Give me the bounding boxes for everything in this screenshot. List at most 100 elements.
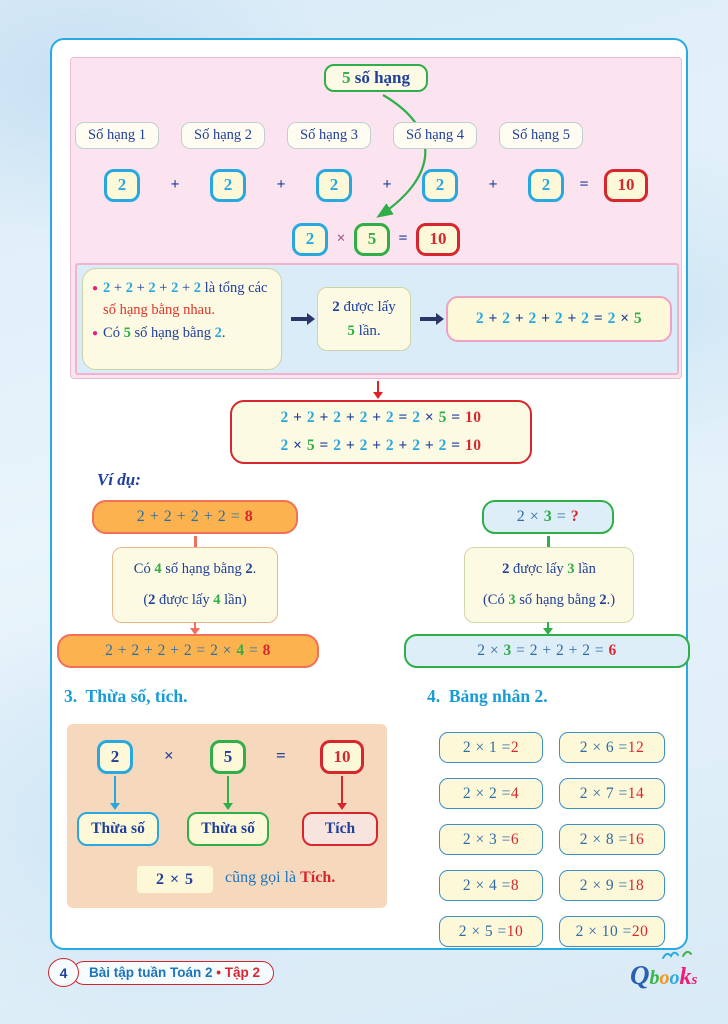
bullet-icon: ●: [92, 327, 99, 339]
product-box: 10: [320, 740, 364, 774]
connector-line: [547, 536, 550, 547]
table-row: 2 × 9 = 18: [559, 870, 665, 901]
down-arrow-icon: [109, 776, 121, 810]
addition-row: 2 + 2 + 2 + 2 + 2 = 10: [71, 167, 681, 203]
table-row: 2 × 4 = 8: [439, 870, 543, 901]
explanation-bullets-box: ● 2 + 2 + 2 + 2 + 2 là tổng các số hạng …: [82, 268, 282, 370]
result-text: 6: [510, 830, 520, 848]
addend-count-text: số hạng: [350, 68, 411, 87]
equation-text: 2 × 5 =: [458, 922, 507, 940]
product-result-box: 10: [416, 222, 460, 256]
example-left-note-box: Có 4 số hạng bằng 2. (2 được lấy 4 lần): [112, 547, 278, 623]
bullet-icon: ●: [92, 283, 99, 294]
taken-times-box: 2 được lấy 5 lần.: [317, 287, 411, 351]
product-label: Tích: [302, 812, 378, 846]
equals-sign: =: [398, 230, 408, 247]
multiplication-table: 2 × 1 = 2 2 × 2 = 4 2 × 3 = 6 2 × 4 = 8 …: [439, 732, 665, 947]
logo-letter: k: [679, 964, 692, 990]
table-row: 2 × 2 = 4: [439, 778, 543, 809]
times-sign: ×: [164, 746, 174, 765]
connector-line: [194, 536, 197, 547]
note-line-2: (Có 3 số hạng bằng 2.): [482, 591, 616, 608]
summary-equations-box: 2 + 2 + 2 + 2 + 2 = 2 × 5 = 10 2 × 5 = 2…: [230, 400, 532, 464]
table-row: 2 × 6 = 12: [559, 732, 665, 763]
equals-sign: =: [579, 176, 589, 193]
note-line-1: Có 4 số hạng bằng 2.: [133, 561, 257, 578]
equation-text: 2 × 6 =: [579, 738, 628, 756]
addend-box: 2: [422, 168, 458, 202]
bullet-text: 2 + 2 + 2 + 2 + 2 là tổng các số hạng bằ…: [103, 280, 272, 319]
result-text: 4: [510, 784, 520, 802]
plus-sign: +: [382, 176, 392, 193]
addend-box: 2: [316, 168, 352, 202]
plus-sign: +: [276, 176, 286, 193]
equation-text: 2 × 10 =: [575, 922, 632, 940]
result-text: 16: [627, 830, 645, 848]
logo-letter: o: [659, 967, 670, 989]
publisher-logo: Qbooks: [630, 948, 715, 1006]
page-panel: 5 số hạng Số hạng 1 Số hạng 2 Số hạng 3 …: [50, 38, 690, 950]
equation-text: 2 × 7 =: [579, 784, 628, 802]
addend-box: 2: [104, 168, 140, 202]
note-line-2: (2 được lấy 4 lần): [143, 591, 247, 608]
equals-sign: =: [276, 746, 286, 765]
addend-count-number: 5: [341, 68, 351, 87]
taken-times-line1: 2 được lấy: [332, 299, 396, 315]
equation-text: 2 × 1 =: [462, 738, 511, 756]
right-arrow-icon: [291, 313, 315, 325]
factor-label: Thừa số: [187, 812, 269, 846]
logo-letter: o: [669, 967, 680, 989]
table-row: 2 × 7 = 14: [559, 778, 665, 809]
result-text: 2: [510, 738, 520, 756]
addend-box: 2: [528, 168, 564, 202]
factor-box: 2: [97, 740, 133, 774]
addend-label-1: Số hạng 1: [75, 122, 159, 149]
factor-box: 5: [210, 740, 246, 774]
down-arrow-icon: [372, 381, 384, 399]
factor-box: 5: [354, 222, 390, 256]
bullet-item: ● Có 5 số hạng bằng 2.: [92, 322, 272, 344]
logo-letter: b: [649, 967, 660, 989]
result-text: 12: [627, 738, 645, 756]
times-sign: ×: [336, 230, 346, 247]
example-right-bottom-box: 2 × 3 = 2 + 2 + 2 = 6: [404, 634, 690, 668]
plus-sign: +: [170, 176, 180, 193]
plus-sign: +: [488, 176, 498, 193]
equivalence-equation-box: 2 + 2 + 2 + 2 + 2 = 2 × 5: [446, 296, 672, 342]
factor-label: Thừa số: [77, 812, 159, 846]
addend-label-3: Số hạng 3: [287, 122, 371, 149]
product-expression-chip: 2 × 5: [137, 866, 213, 893]
equation-text: 2 × 4 =: [462, 876, 511, 894]
footer-page-badge: 4 Bài tập tuần Toán 2 • Tập 2: [48, 958, 275, 987]
product-caption: cũng gọi là Tích.: [225, 869, 336, 886]
result-text: 8: [510, 876, 520, 894]
down-arrow-icon: [542, 622, 554, 635]
book-title: Bài tập tuần Toán 2 • Tập 2: [72, 960, 275, 985]
factor-product-diagram: 2 × 5 = 10 Thừa số Thừa số Tích 2 × 5 cũ…: [67, 724, 387, 908]
example-left-bottom-box: 2 + 2 + 2 + 2 = 2 × 4 = 8: [57, 634, 319, 668]
bullet-item: ● 2 + 2 + 2 + 2 + 2 là tổng các số hạng …: [92, 277, 272, 322]
addend-label-2: Số hạng 2: [181, 122, 265, 149]
note-line-1: 2 được lấy 3 lần: [502, 561, 596, 578]
result-text: 18: [627, 876, 645, 894]
factor-box: 2: [292, 222, 328, 256]
down-arrow-icon: [336, 776, 348, 810]
down-arrow-icon: [222, 776, 234, 810]
addition-diagram-box: 5 số hạng Số hạng 1 Số hạng 2 Số hạng 3 …: [70, 57, 682, 379]
table-row: 2 × 8 = 16: [559, 824, 665, 855]
logo-text: Qbooks: [630, 962, 697, 990]
down-arrow-icon: [189, 622, 201, 635]
addend-count-label: 5 số hạng: [323, 64, 429, 92]
example-left-top-box: 2 + 2 + 2 + 2 = 8: [92, 500, 298, 534]
example-right-note-box: 2 được lấy 3 lần (Có 3 số hạng bằng 2.): [464, 547, 634, 623]
addend-label-5: Số hạng 5: [499, 122, 583, 149]
equation-text: 2 × 2 =: [462, 784, 511, 802]
addend-labels-row: Số hạng 1 Số hạng 2 Số hạng 3 Số hạng 4 …: [75, 122, 583, 149]
section3-heading: 3. Thừa số, tích.: [64, 686, 188, 706]
result-text: 14: [627, 784, 645, 802]
result-text: 10: [506, 922, 524, 940]
result-text: 20: [631, 922, 649, 940]
page-number: 4: [48, 958, 79, 987]
addend-box: 2: [210, 168, 246, 202]
